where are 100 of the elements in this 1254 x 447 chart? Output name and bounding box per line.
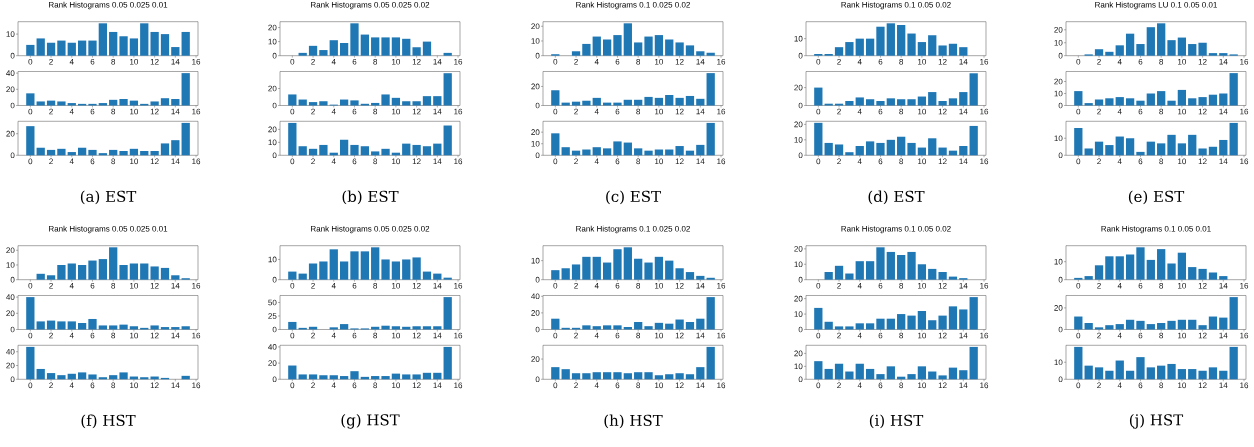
y-tick-label: 20 xyxy=(6,310,15,317)
bar xyxy=(928,138,937,156)
x-tick-label: 8 xyxy=(899,282,904,289)
bar xyxy=(855,97,864,106)
bar xyxy=(551,133,560,156)
x-tick-label: 10 xyxy=(392,58,401,65)
bar xyxy=(959,309,968,330)
y-tick-label: 0 xyxy=(10,152,15,159)
x-tick-label: 8 xyxy=(1159,108,1164,115)
x-tick-label: 4 xyxy=(857,158,862,164)
bar xyxy=(1136,100,1145,106)
bar xyxy=(339,261,349,280)
bar xyxy=(1229,346,1238,380)
bar xyxy=(1115,136,1124,156)
y-tick-label: 20 xyxy=(531,356,540,362)
bar xyxy=(602,372,612,380)
text: (g) HST xyxy=(341,413,400,429)
x-tick-label: 14 xyxy=(696,382,705,388)
x-tick-label: 16 xyxy=(717,158,726,165)
x-tick-label: 2 xyxy=(837,282,841,289)
bar xyxy=(350,23,359,56)
x-tick-label: 14 xyxy=(959,282,968,289)
x-tick-label: 2 xyxy=(1097,282,1101,289)
x-tick-label: 0 xyxy=(553,58,558,65)
y-tick-label: 20 xyxy=(531,310,540,316)
bar xyxy=(865,38,875,56)
x-tick-label: 12 xyxy=(938,108,947,115)
bar xyxy=(443,297,452,330)
x-tick-label: 16 xyxy=(980,58,989,65)
x-tick-label: 16 xyxy=(192,382,201,389)
bar xyxy=(592,147,601,156)
y-tick-label: 0 xyxy=(798,276,803,283)
x-tick-label: 14 xyxy=(433,108,442,115)
bar xyxy=(109,375,118,380)
bar xyxy=(1125,254,1135,280)
x-tick-label: 4 xyxy=(331,108,336,115)
bar xyxy=(360,251,369,280)
x-tick-label: 14 xyxy=(433,282,442,289)
bar xyxy=(561,369,570,380)
x-tick-label: 2 xyxy=(574,158,578,165)
bar xyxy=(171,140,180,156)
bar xyxy=(551,318,560,330)
bar xyxy=(814,307,823,330)
bar xyxy=(675,268,684,280)
bar xyxy=(1105,370,1114,380)
x-tick-label: 12 xyxy=(150,282,159,289)
bar xyxy=(181,122,190,156)
x-tick-label: 16 xyxy=(1240,282,1249,289)
bar xyxy=(675,146,684,156)
y-tick-label: 0 xyxy=(535,102,540,109)
y-tick-label: 10 xyxy=(531,38,540,44)
bar xyxy=(1094,49,1104,56)
chart-title: Rank Histograms 0.05 0.025 0.01 xyxy=(49,1,168,10)
bar xyxy=(948,367,958,380)
x-tick-label: 2 xyxy=(574,282,578,289)
bar xyxy=(443,125,452,156)
bar xyxy=(67,42,76,56)
x-tick-label: 16 xyxy=(192,158,201,165)
bar xyxy=(845,371,854,380)
bar xyxy=(1219,317,1228,330)
bar xyxy=(171,275,180,280)
bar xyxy=(623,373,632,380)
y-tick-label: 10 xyxy=(794,261,803,268)
x-tick-label: 12 xyxy=(1198,158,1207,165)
bar xyxy=(1198,370,1207,380)
x-tick-label: 6 xyxy=(352,58,357,65)
bar xyxy=(381,94,390,106)
y-tick-label: 20 xyxy=(1054,78,1063,85)
x-tick-label: 2 xyxy=(574,58,578,65)
bar xyxy=(371,151,380,156)
bar xyxy=(834,144,844,156)
bar xyxy=(288,94,297,106)
bar xyxy=(886,318,895,330)
bar xyxy=(422,41,432,56)
bar xyxy=(402,101,411,106)
bar xyxy=(1188,134,1197,156)
bar xyxy=(876,26,885,56)
y-tick-label: 0 xyxy=(272,326,277,333)
bar xyxy=(959,146,968,156)
x-tick-label: 6 xyxy=(90,282,95,289)
x-tick-label: 16 xyxy=(454,158,463,165)
x-tick-label: 12 xyxy=(150,58,159,65)
x-tick-label: 8 xyxy=(373,108,378,115)
bar xyxy=(938,315,947,330)
x-tick-label: 0 xyxy=(28,108,33,115)
bar xyxy=(1074,91,1083,106)
x-tick-label: 12 xyxy=(412,332,421,339)
bar xyxy=(855,38,864,56)
x-tick-label: 16 xyxy=(192,58,201,65)
bar xyxy=(160,34,170,56)
y-tick-label: 20 xyxy=(1054,26,1063,33)
y-tick-label: 0 xyxy=(535,376,540,383)
x-tick-label: 14 xyxy=(171,58,180,65)
bar xyxy=(644,326,653,330)
x-tick-label: 6 xyxy=(1138,58,1143,65)
x-tick-label: 14 xyxy=(959,108,968,115)
x-tick-label: 12 xyxy=(1198,108,1207,115)
bar xyxy=(634,148,643,156)
bar xyxy=(582,43,591,56)
bar xyxy=(582,373,591,380)
